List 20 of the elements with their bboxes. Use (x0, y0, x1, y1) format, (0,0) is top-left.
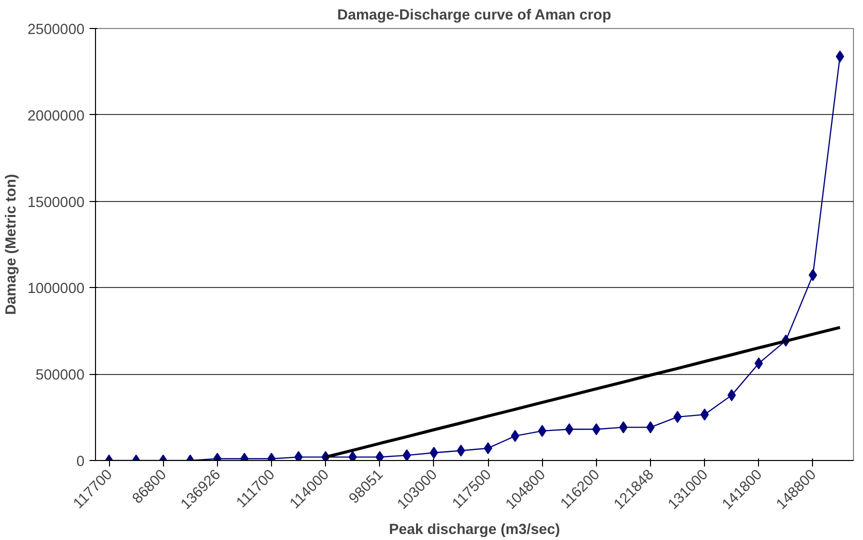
y-tick-label: 0 (76, 454, 85, 470)
point (430, 446, 438, 459)
x-axis-title: Peak discharge (m3/sec) (388, 522, 560, 538)
point (646, 421, 655, 434)
point (510, 430, 520, 442)
y-tick-label: 1000000 (27, 281, 85, 298)
point (673, 410, 682, 423)
y-tick-label: 2000000 (27, 108, 85, 124)
point (808, 269, 818, 282)
y-tick-label: 500000 (36, 368, 85, 384)
point (402, 449, 411, 460)
point (700, 408, 709, 421)
point (836, 50, 844, 62)
y-tick-label: 1500000 (27, 194, 85, 211)
point (484, 442, 492, 454)
chart-title: Damage-Discharge curve of Aman crop (337, 8, 612, 24)
y-axis-title: Damage (Metric ton) (3, 174, 20, 315)
point (619, 421, 628, 434)
y-tick-label: 2500000 (27, 22, 85, 38)
point (456, 444, 466, 457)
